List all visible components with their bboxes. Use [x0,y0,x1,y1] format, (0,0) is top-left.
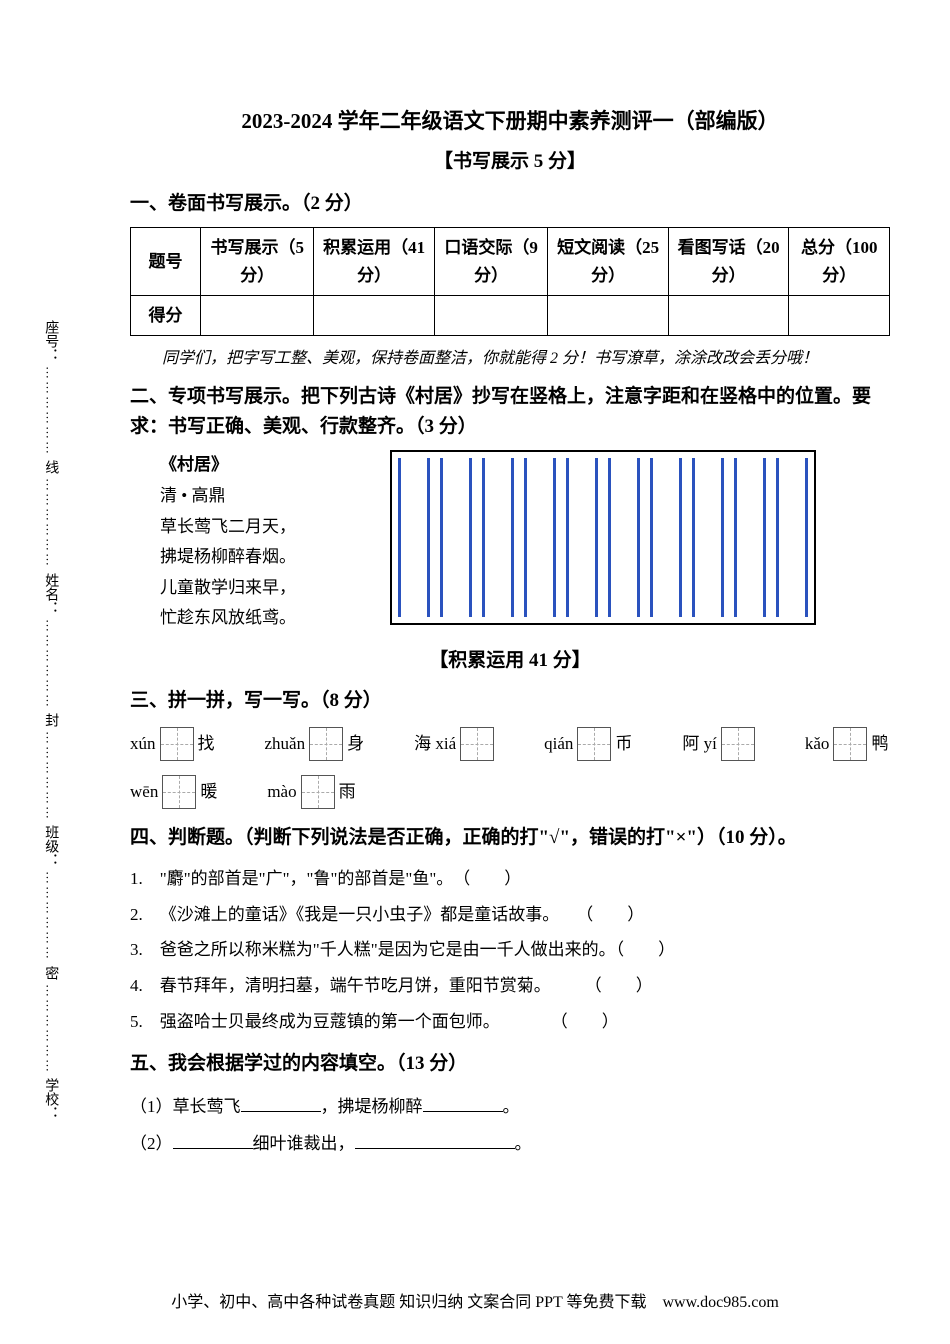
poem-line: 拂堤杨柳醉春烟。 [160,542,360,573]
judge-item: 5. 强盗哈士贝最终成为豆蔻镇的第一个面包师。 （ ） [130,1004,890,1040]
tian-box [301,775,335,809]
binding-sidebar: 座号： ……………… 线 ……………… 姓名： ……………… 封 ……………… … [35,320,65,1120]
pinyin-item: qián币 [544,727,632,761]
judge-list: 1. "麝"的部首是"广"，"鲁"的部首是"鱼"。 （ ） 2. 《沙滩上的童话… [130,861,890,1039]
vgrid-col [776,458,808,617]
td-score [668,295,789,335]
note-text: 同学们，把字写工整、美观，保持卷面整洁，你就能得 2 分！书写潦草，涂涂改改会丢… [130,346,890,372]
pinyin-item: 阿 yí [682,727,754,761]
pinyin-item: xún找 [130,727,215,761]
fill-line: （2）细叶谁裁出，。 [130,1125,890,1162]
fill-line: （1）草长莺飞，拂堤杨柳醉。 [130,1088,890,1125]
vgrid-col [440,458,472,617]
line-label: 线 [39,460,61,474]
poem-line: 儿童散学归来早， [160,573,360,604]
vertical-grid [390,450,816,625]
dots: ……………… [40,871,61,961]
school-label: 学校： [39,1078,61,1120]
blank [423,1095,503,1112]
td-score [789,295,890,335]
th-show: 书写展示（5分） [201,228,314,295]
pinyin-item: mào雨 [267,775,355,809]
vgrid-col [692,458,724,617]
judge-item: 4. 春节拜年，清明扫墓，端午节吃月饼，重阳节赏菊。 （ ） [130,968,890,1004]
poem-title: 《村居》 [160,450,360,481]
vgrid-col [524,458,556,617]
poem-line: 忙趁东风放纸鸢。 [160,603,360,634]
tian-box [833,727,867,761]
th-total: 总分（100分） [789,228,890,295]
judge-item: 1. "麝"的部首是"广"，"鲁"的部首是"鱼"。 （ ） [130,861,890,897]
poem-section: 《村居》 清 • 高鼎 草长莺飞二月天， 拂堤杨柳醉春烟。 儿童散学归来早， 忙… [130,450,890,634]
blank [173,1132,253,1149]
dots: ……………… [40,731,61,821]
vgrid-col [398,458,430,617]
vgrid-col [650,458,682,617]
section2-heading: 二、专项书写展示。把下列古诗《村居》抄写在竖格上，注意字距和在竖格中的位置。要求… [130,382,890,443]
secret-label: 密 [39,966,61,980]
section5-heading: 五、我会根据学过的内容填空。（13 分） [130,1049,890,1079]
poem-text: 《村居》 清 • 高鼎 草长莺飞二月天， 拂堤杨柳醉春烟。 儿童散学归来早， 忙… [130,450,360,634]
section3-heading: 三、拼一拼，写一写。（8 分） [130,686,890,716]
vgrid-col [566,458,598,617]
judge-item: 3. 爸爸之所以称米糕为"千人糕"是因为它是由一千人做出来的。（ ） [130,932,890,968]
td-score [201,295,314,335]
page-footer: 小学、初中、高中各种试卷真题 知识归纳 文案合同 PPT 等免费下载 www.d… [0,1290,950,1316]
vgrid-col [734,458,766,617]
tian-box [160,727,194,761]
dots: ……………… [40,478,61,568]
poem-author: 清 • 高鼎 [160,481,360,512]
th-label: 题号 [131,228,201,295]
td-score [548,295,669,335]
page-subtitle: 【书写展示 5 分】 [130,147,890,177]
vgrid-col [482,458,514,617]
section-center: 【积累运用 41 分】 [130,646,890,676]
class-label: 班级： [39,825,61,867]
pinyin-item: wēn暖 [130,775,217,809]
pinyin-item: 海 xiá [414,727,494,761]
th-write: 看图写话（20分） [668,228,789,295]
tian-box [721,727,755,761]
poem-line: 草长莺飞二月天， [160,512,360,543]
vgrid-col [608,458,640,617]
pinyin-item: zhuǎn身 [265,727,365,761]
name-label: 姓名： [39,573,61,615]
main-content: 2023-2024 学年二年级语文下册期中素养测评一（部编版） 【书写展示 5 … [130,105,890,1163]
fill-blank: （1）草长莺飞，拂堤杨柳醉。 （2）细叶谁裁出，。 [130,1088,890,1163]
blank [241,1095,321,1112]
page-title: 2023-2024 学年二年级语文下册期中素养测评一（部编版） [130,105,890,139]
blank [355,1132,515,1149]
td-score-label: 得分 [131,295,201,335]
pinyin-item: kǎo鸭 [805,727,889,761]
tian-box [309,727,343,761]
dots: ……………… [40,366,61,456]
dots: ……………… [40,619,61,709]
th-read: 短文阅读（25分） [548,228,669,295]
section4-heading: 四、判断题。（判断下列说法是否正确，正确的打"√"，错误的打"×"）（10 分）… [130,823,890,853]
td-score [434,295,547,335]
score-table: 题号 书写展示（5分） 积累运用（41分） 口语交际（9分） 短文阅读（25分）… [130,227,890,336]
section1-heading: 一、卷面书写展示。（2 分） [130,189,890,219]
pinyin-section: xún找 zhuǎn身 海 xiá qián币 阿 yí kǎo鸭 wēn暖 m… [130,727,890,809]
judge-item: 2. 《沙滩上的童话》《我是一只小虫子》都是童话故事。 （ ） [130,897,890,933]
seat-label: 座号： [39,320,61,362]
tian-box [577,727,611,761]
tian-box [460,727,494,761]
seal-label: 封 [39,713,61,727]
dots: ……………… [40,984,61,1074]
th-acc: 积累运用（41分） [314,228,435,295]
tian-box [162,775,196,809]
td-score [314,295,435,335]
th-oral: 口语交际（9分） [434,228,547,295]
